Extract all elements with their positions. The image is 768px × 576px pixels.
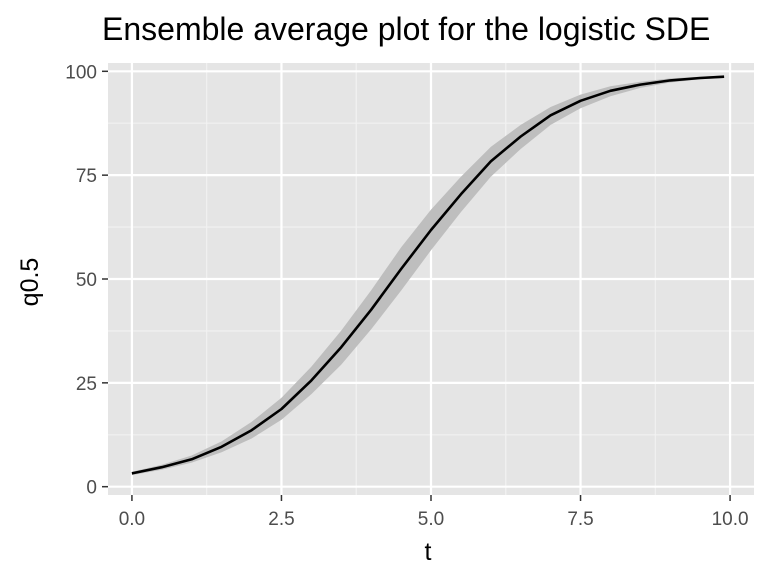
y-tick-label: 25 <box>76 374 97 395</box>
y-axis: 0 25 50 75 100 <box>65 62 108 499</box>
x-tick-label: 10.0 <box>712 509 749 530</box>
x-tick-label: 7.5 <box>567 509 593 530</box>
y-tick-label: 75 <box>76 166 97 187</box>
x-tick-label: 2.5 <box>268 509 294 530</box>
y-tick-label: 100 <box>65 62 97 83</box>
x-axis-title: t <box>425 538 432 566</box>
plot-panel <box>108 63 754 495</box>
y-axis-title: q0.5 <box>16 258 44 307</box>
median-line <box>131 75 725 475</box>
y-tick-label: 50 <box>76 270 97 291</box>
x-tick-label: 0.0 <box>119 509 145 530</box>
x-tick-label: 5.0 <box>418 509 444 530</box>
y-tick-label: 0 <box>86 478 97 499</box>
x-axis: 0.0 2.5 5.0 7.5 10.0 <box>119 495 749 530</box>
chart-title: Ensemble average plot for the logistic S… <box>102 11 710 47</box>
